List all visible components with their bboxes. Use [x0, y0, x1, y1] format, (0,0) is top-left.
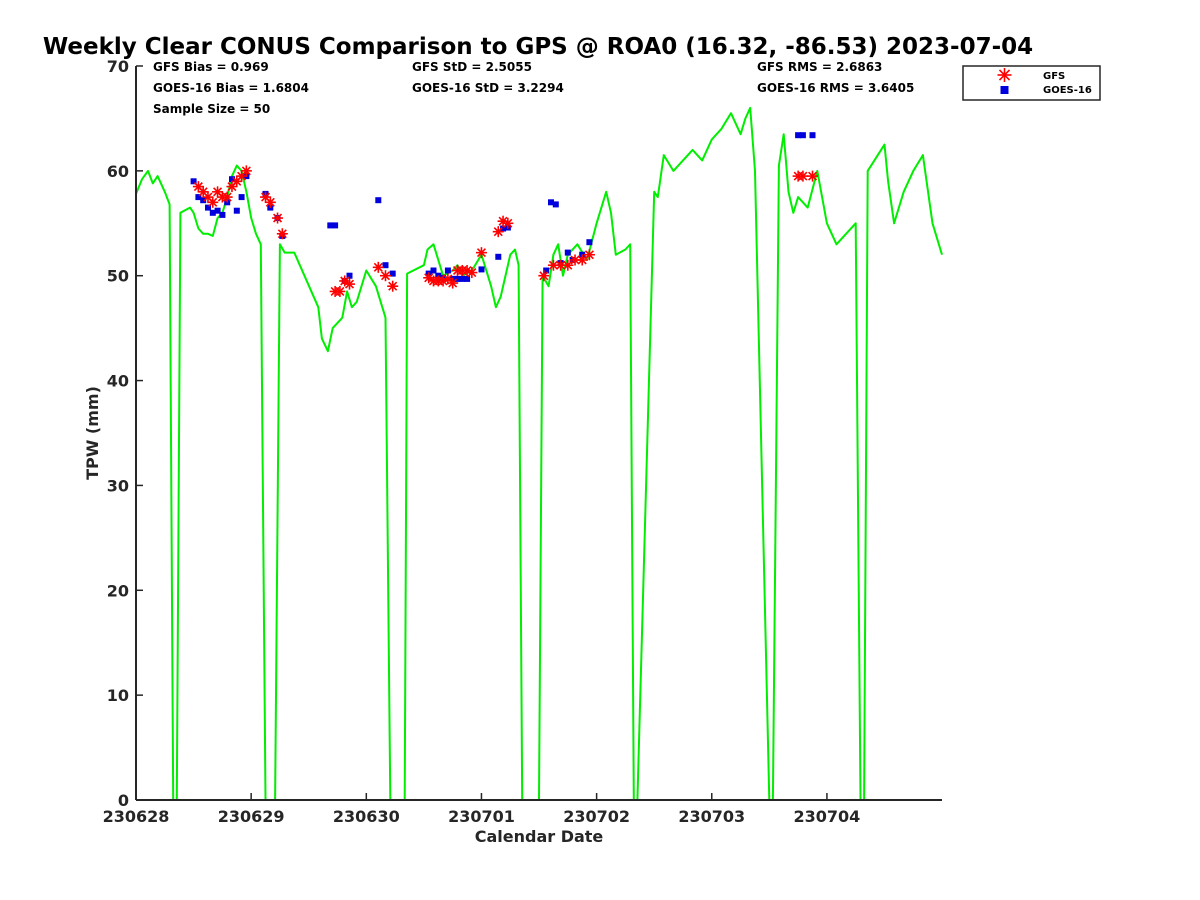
legend: GFS GOES-16	[962, 65, 1101, 101]
stat-goes-std: GOES-16 StD = 3.2294	[412, 81, 564, 95]
stat-goes-bias: GOES-16 Bias = 1.6804	[153, 81, 309, 95]
x-tick-label: 230630	[333, 807, 400, 826]
stats-block: GFS Bias = 0.969 GOES-16 Bias = 1.6804 S…	[153, 60, 914, 116]
legend-goes-marker	[1000, 86, 1009, 94]
goes-point	[543, 267, 550, 274]
goes-point	[586, 239, 593, 246]
x-tick-label: 230702	[563, 807, 630, 826]
goes-point	[233, 207, 240, 214]
legend-gfs-marker	[997, 68, 1012, 82]
goes-point	[799, 132, 806, 139]
gfs-point	[569, 254, 581, 266]
x-tick-label: 230704	[794, 807, 861, 826]
goes-point	[495, 253, 502, 260]
x-axis-label: Calendar Date	[475, 827, 604, 846]
gfs-point	[207, 196, 219, 208]
gfs-point	[334, 285, 346, 297]
goes-point	[219, 211, 226, 218]
y-tick-label: 40	[107, 372, 129, 391]
gfs-point	[492, 226, 504, 238]
gfs-point	[466, 267, 478, 279]
goes-point	[229, 176, 235, 183]
goes-point	[548, 199, 554, 206]
y-tick-label: 60	[107, 162, 129, 181]
goes-point	[214, 207, 221, 214]
gfs-point	[372, 261, 384, 273]
goes-point	[809, 132, 816, 139]
y-tick-label: 70	[107, 57, 129, 76]
gfs-point	[562, 259, 574, 271]
y-axis-label: TPW (mm)	[83, 386, 102, 480]
gfs-point	[583, 249, 595, 261]
stat-sample-size: Sample Size = 50	[153, 102, 270, 116]
gfs-point	[387, 280, 399, 292]
y-axis-ticks: 0 10 20 30 40 50 60 70	[107, 57, 143, 810]
goes-point	[430, 267, 437, 274]
gfs-point	[555, 259, 567, 271]
goes-point	[564, 249, 571, 256]
y-tick-label: 20	[107, 581, 129, 600]
gfs-point	[226, 181, 238, 193]
plot-area	[135, 106, 943, 801]
goes-point	[444, 267, 451, 274]
y-tick-label: 50	[107, 267, 129, 286]
gfs-point	[276, 228, 288, 240]
gfs-point	[344, 278, 356, 290]
gfs-point	[797, 170, 809, 182]
goes-point	[459, 275, 466, 282]
stat-goes-rms: GOES-16 RMS = 3.6405	[757, 81, 914, 95]
goes-point	[454, 275, 461, 282]
goes-point	[332, 222, 339, 229]
goes-point	[200, 197, 207, 204]
gfs-point	[538, 270, 550, 282]
goes-point	[209, 209, 216, 216]
y-tick-label: 0	[118, 791, 129, 810]
legend-gfs-label: GFS	[1043, 71, 1065, 82]
goes-point	[190, 178, 197, 185]
goes-point	[327, 222, 334, 229]
goes-point	[500, 225, 507, 232]
goes-point	[195, 194, 202, 201]
gfs-point	[264, 196, 276, 208]
y-tick-label: 30	[107, 476, 129, 495]
gps-line	[135, 106, 943, 801]
gfs-point	[240, 165, 252, 177]
legend-gfs-asterisk	[997, 68, 1012, 82]
goes-point	[389, 270, 396, 277]
goes-point	[464, 275, 471, 282]
gfs-point	[576, 254, 588, 266]
legend-goes-label: GOES-16	[1043, 85, 1092, 96]
gfs-point	[502, 217, 514, 229]
goes-point	[238, 194, 245, 201]
gfs-point	[380, 270, 392, 282]
goes-point	[795, 132, 802, 139]
x-tick-label: 230628	[103, 807, 170, 826]
chart-title: Weekly Clear CONUS Comparison to GPS @ R…	[43, 34, 1033, 60]
legend-box	[962, 65, 1101, 101]
goes-point	[382, 262, 389, 269]
x-tick-label: 230701	[448, 807, 515, 826]
y-tick-label: 10	[107, 686, 129, 705]
goes-point	[205, 204, 211, 211]
gfs-point	[807, 170, 819, 182]
stat-gfs-rms: GFS RMS = 2.6863	[757, 60, 882, 74]
goes-point	[346, 272, 353, 279]
stat-gfs-bias: GFS Bias = 0.969	[153, 60, 269, 74]
gfs-point	[272, 212, 284, 224]
stat-gfs-std: GFS StD = 2.5055	[412, 60, 532, 74]
goes-point	[375, 197, 382, 204]
goes-point	[552, 201, 559, 208]
x-axis-ticks: 230628 230629 230630 230701 230702 230703 2307…	[103, 793, 861, 826]
x-tick-label: 230629	[218, 807, 285, 826]
gfs-point	[221, 191, 233, 203]
gfs-point	[447, 277, 459, 289]
x-tick-label: 230703	[678, 807, 745, 826]
gfs-point	[475, 247, 487, 259]
goes-point	[478, 266, 485, 273]
